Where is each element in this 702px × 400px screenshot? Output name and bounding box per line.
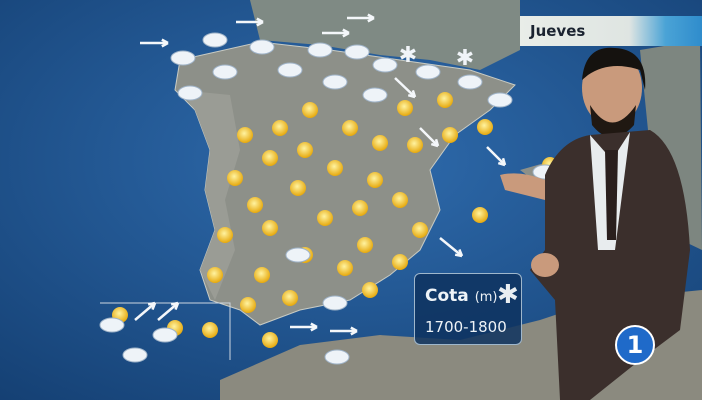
sun-icon bbox=[282, 290, 298, 306]
cloud-icon bbox=[307, 42, 333, 58]
sun-icon bbox=[217, 227, 233, 243]
sun-icon bbox=[357, 237, 373, 253]
sun-icon bbox=[442, 127, 458, 143]
sun-icon bbox=[262, 332, 278, 348]
day-banner: Jueves bbox=[520, 16, 702, 46]
cloud-icon bbox=[99, 317, 125, 333]
wind-arrow-head-icon bbox=[430, 138, 440, 148]
cloud-icon bbox=[415, 64, 441, 80]
channel-logo: 1 bbox=[615, 325, 655, 365]
sun-icon bbox=[472, 207, 488, 223]
wind-arrow-head-icon bbox=[367, 13, 375, 23]
cloud-icon bbox=[362, 87, 388, 103]
wind-arrow-head-icon bbox=[256, 17, 264, 27]
sun-icon bbox=[302, 102, 318, 118]
wind-arrow-head-icon bbox=[310, 322, 318, 332]
sun-icon bbox=[290, 180, 306, 196]
sun-icon bbox=[207, 267, 223, 283]
sun-icon bbox=[397, 100, 413, 116]
canary-inset-frame bbox=[100, 302, 231, 360]
wind-arrow-icon bbox=[419, 127, 439, 147]
sun-icon bbox=[372, 135, 388, 151]
cloud-icon bbox=[344, 44, 370, 60]
wind-arrow-icon bbox=[439, 237, 463, 257]
snowflake-icon: ✱ bbox=[497, 280, 519, 310]
cloud-icon bbox=[457, 74, 483, 90]
wind-arrow-head-icon bbox=[407, 89, 417, 99]
wind-arrow-head-icon bbox=[147, 301, 157, 310]
wind-arrow-head-icon bbox=[342, 28, 350, 38]
sun-icon bbox=[262, 150, 278, 166]
sun-icon bbox=[227, 170, 243, 186]
snow-level-unit: (m) bbox=[474, 290, 498, 305]
cloud-icon bbox=[212, 64, 238, 80]
sun-icon bbox=[272, 120, 288, 136]
sun-icon bbox=[237, 127, 253, 143]
sun-icon bbox=[362, 282, 378, 298]
sun-icon bbox=[202, 322, 218, 338]
sun-icon bbox=[247, 197, 263, 213]
sun-icon bbox=[342, 120, 358, 136]
cloud-icon bbox=[372, 57, 398, 73]
wind-arrow-head-icon bbox=[497, 157, 507, 167]
sun-icon bbox=[412, 222, 428, 238]
sun-icon bbox=[352, 200, 368, 216]
cloud-icon bbox=[202, 32, 228, 48]
snowflake-icon: ✱ bbox=[399, 43, 417, 68]
snow-level-panel: Cota (m) ✱ 1700-1800 bbox=[414, 273, 522, 345]
snow-level-value: 1700-1800 bbox=[425, 318, 507, 336]
sun-icon bbox=[317, 210, 333, 226]
sun-icon bbox=[392, 192, 408, 208]
sun-icon bbox=[297, 142, 313, 158]
wind-arrow-head-icon bbox=[170, 301, 180, 310]
cloud-icon bbox=[277, 62, 303, 78]
cloud-icon bbox=[249, 39, 275, 55]
sun-icon bbox=[254, 267, 270, 283]
cloud-icon bbox=[177, 85, 203, 101]
wind-arrow-icon bbox=[486, 146, 506, 166]
sun-icon bbox=[262, 220, 278, 236]
sun-icon bbox=[367, 172, 383, 188]
cloud-icon bbox=[152, 327, 178, 343]
portugal-land bbox=[180, 90, 240, 300]
snow-level-title: Cota (m) bbox=[425, 286, 498, 306]
cloud-icon bbox=[285, 247, 311, 263]
day-label: Jueves bbox=[530, 22, 586, 40]
cloud-icon bbox=[322, 295, 348, 311]
sun-icon bbox=[437, 92, 453, 108]
wind-arrow-icon bbox=[157, 302, 179, 321]
snow-level-title-text: Cota bbox=[425, 286, 469, 306]
wind-arrow-head-icon bbox=[161, 38, 169, 48]
cloud-icon bbox=[170, 50, 196, 66]
france-land bbox=[250, 0, 520, 70]
snowflake-icon: ✱ bbox=[456, 46, 474, 71]
sun-icon bbox=[392, 254, 408, 270]
wind-arrow-head-icon bbox=[350, 326, 358, 336]
sun-icon bbox=[407, 137, 423, 153]
cloud-icon bbox=[122, 347, 148, 363]
wind-arrow-icon bbox=[394, 77, 416, 98]
sun-icon bbox=[337, 260, 353, 276]
sun-icon bbox=[477, 119, 493, 135]
cloud-icon bbox=[322, 74, 348, 90]
sardinia-land bbox=[640, 40, 702, 250]
wind-arrow-head-icon bbox=[454, 249, 464, 258]
cloud-icon bbox=[324, 349, 350, 365]
wind-arrow-icon bbox=[134, 302, 156, 321]
cloud-icon bbox=[487, 92, 513, 108]
sun-icon bbox=[240, 297, 256, 313]
sun-icon bbox=[327, 160, 343, 176]
